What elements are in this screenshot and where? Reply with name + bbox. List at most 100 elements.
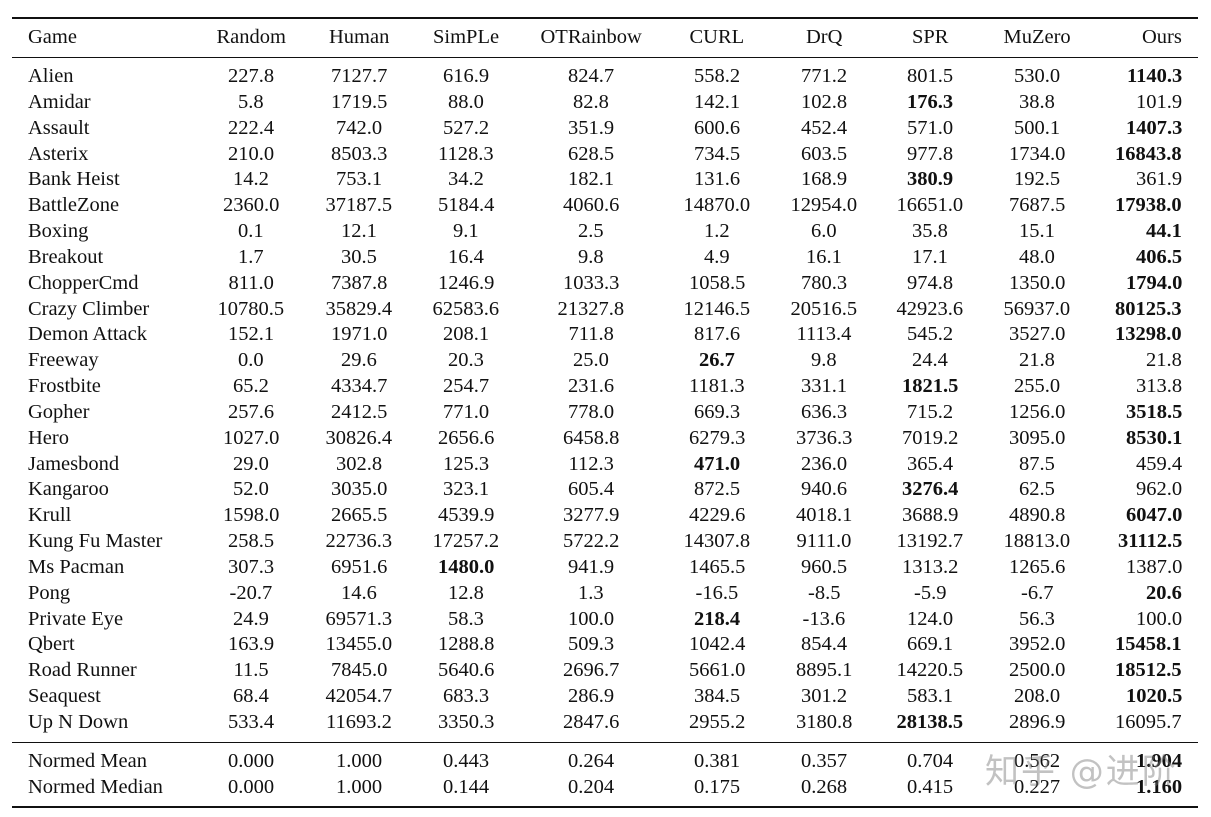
score-cell: 583.1 <box>907 685 954 708</box>
score-cell: 20.3 <box>448 349 484 372</box>
score-cell: 6951.6 <box>331 555 388 578</box>
score-cell: 131.6 <box>694 168 741 191</box>
score-cell: 37187.5 <box>325 194 393 217</box>
score-cell: 7127.7 <box>331 65 388 87</box>
score-cell: 3350.3 <box>438 711 495 733</box>
score-cell: 100.0 <box>568 607 615 630</box>
score-cell: 163.9 <box>228 633 275 656</box>
column-header-curl: CURL <box>689 26 745 48</box>
score-cell: 68.4 <box>233 685 269 708</box>
score-cell: 628.5 <box>568 142 615 165</box>
score-cell: 301.2 <box>801 685 848 708</box>
game-name: Jamesbond <box>28 452 120 475</box>
score-cell: 236.0 <box>801 452 848 475</box>
score-cell: 530.0 <box>1014 65 1061 87</box>
score-cell: 2896.9 <box>1009 711 1066 733</box>
score-cell: 12954.0 <box>790 194 858 217</box>
score-cell: 192.5 <box>1014 168 1061 191</box>
score-cell: 2360.0 <box>223 194 280 217</box>
score-cell: 636.3 <box>801 400 848 423</box>
score-cell: 527.2 <box>443 116 490 139</box>
score-cell: 21327.8 <box>557 297 625 320</box>
game-name: Crazy Climber <box>28 297 150 320</box>
game-name: Assault <box>28 116 90 139</box>
score-cell: 4018.1 <box>796 504 853 527</box>
score-cell: 18813.0 <box>1003 530 1071 553</box>
score-cell: 286.9 <box>568 685 615 708</box>
score-cell: 14.6 <box>341 581 377 604</box>
score-cell: 4539.9 <box>438 504 495 527</box>
score-cell: 771.2 <box>801 65 848 87</box>
score-cell: -16.5 <box>695 581 739 604</box>
score-cell: 14.2 <box>233 168 269 191</box>
game-name: Road Runner <box>28 659 137 682</box>
score-cell: 182.1 <box>568 168 615 191</box>
score-cell: 3688.9 <box>902 504 959 527</box>
score-cell: 10780.5 <box>217 297 285 320</box>
score-cell: 5640.6 <box>438 659 495 682</box>
score-cell: 5661.0 <box>689 659 746 682</box>
score-cell: 58.3 <box>448 607 484 630</box>
score-cell: 208.0 <box>1014 685 1061 708</box>
score-cell: 4229.6 <box>689 504 746 527</box>
score-cell: 9.8 <box>578 245 604 268</box>
score-cell: 3276.4 <box>902 478 959 501</box>
score-cell: 365.4 <box>907 452 954 475</box>
column-header-spr: SPR <box>912 26 949 48</box>
score-cell: 2500.0 <box>1009 659 1066 682</box>
score-cell: 17.1 <box>912 245 948 268</box>
score-cell: 56937.0 <box>1003 297 1071 320</box>
score-cell: 1033.3 <box>563 271 620 294</box>
score-cell: 21.8 <box>1146 349 1182 372</box>
score-cell: 8530.1 <box>1126 426 1183 449</box>
game-name: Ms Pacman <box>28 555 125 578</box>
score-cell: -13.6 <box>802 607 846 630</box>
score-cell: 125.3 <box>443 452 490 475</box>
score-cell: 509.3 <box>568 633 615 656</box>
score-cell: 1480.0 <box>438 555 495 578</box>
score-cell: 48.0 <box>1019 245 1055 268</box>
score-cell: 12146.5 <box>683 297 751 320</box>
column-header-random: Random <box>216 26 286 48</box>
column-header-ours: Ours <box>1142 26 1182 48</box>
score-cell: 533.4 <box>228 711 275 733</box>
score-cell: 34.2 <box>448 168 484 191</box>
score-cell: 2412.5 <box>331 400 388 423</box>
score-cell: 8503.3 <box>331 142 388 165</box>
score-cell: 1719.5 <box>331 90 388 113</box>
score-cell: 82.8 <box>573 90 609 113</box>
score-cell: 1313.2 <box>902 555 959 578</box>
score-cell: 940.6 <box>801 478 848 501</box>
score-cell: 6458.8 <box>563 426 620 449</box>
game-name: Asterix <box>28 142 89 165</box>
score-cell: 14307.8 <box>683 530 751 553</box>
summary-cell: 0.175 <box>694 776 741 798</box>
score-cell: 56.3 <box>1019 607 1055 630</box>
score-cell: 605.4 <box>568 478 615 501</box>
score-cell: 100.0 <box>1136 607 1183 630</box>
score-cell: 7845.0 <box>331 659 388 682</box>
summary-cell: 0.227 <box>1014 776 1061 798</box>
score-cell: 603.5 <box>801 142 848 165</box>
score-cell: 208.1 <box>443 323 490 346</box>
score-cell: 18512.5 <box>1115 659 1182 682</box>
score-cell: 4060.6 <box>563 194 620 217</box>
score-cell: 1794.0 <box>1126 271 1183 294</box>
score-cell: 323.1 <box>443 478 490 501</box>
score-cell: 1256.0 <box>1009 400 1066 423</box>
score-cell: 42923.6 <box>896 297 964 320</box>
score-cell: 112.3 <box>568 452 614 475</box>
game-name: ChopperCmd <box>28 271 139 294</box>
top-rule <box>12 17 1198 19</box>
score-cell: 7687.5 <box>1009 194 1066 217</box>
score-cell: 12.1 <box>341 220 377 243</box>
summary-cell: 0.268 <box>801 776 848 798</box>
score-cell: 1407.3 <box>1126 116 1183 139</box>
game-name: Amidar <box>28 90 91 113</box>
score-cell: 3736.3 <box>796 426 853 449</box>
score-cell: 558.2 <box>694 65 741 87</box>
score-cell: 683.3 <box>443 685 490 708</box>
score-cell: 1288.8 <box>438 633 495 656</box>
summary-cell: 0.415 <box>907 776 954 798</box>
score-cell: 734.5 <box>694 142 741 165</box>
